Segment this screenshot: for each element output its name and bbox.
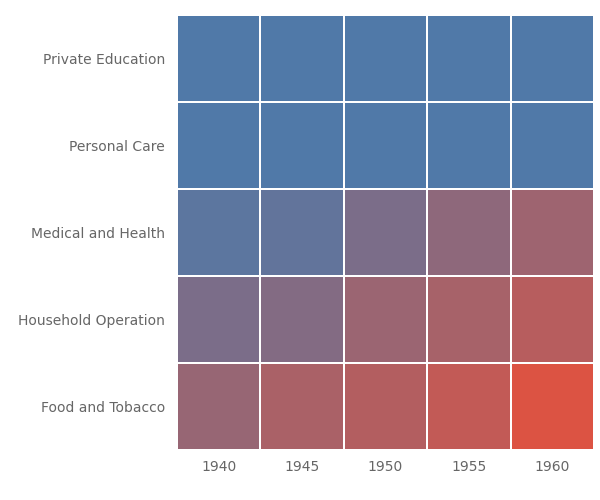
Bar (262, 103, 343, 188)
Bar (178, 364, 259, 449)
Bar (428, 190, 509, 275)
Bar (512, 103, 593, 188)
Bar (428, 364, 509, 449)
Bar (345, 16, 426, 101)
Bar (262, 364, 343, 449)
Bar (178, 277, 259, 362)
Bar (512, 190, 593, 275)
Bar (345, 364, 426, 449)
Bar (428, 277, 509, 362)
Bar (512, 364, 593, 449)
Bar (178, 190, 259, 275)
Bar (345, 190, 426, 275)
Bar (428, 16, 509, 101)
Bar (262, 277, 343, 362)
Bar (345, 277, 426, 362)
Bar (178, 16, 259, 101)
Bar (262, 190, 343, 275)
Bar (512, 16, 593, 101)
Bar (178, 103, 259, 188)
Bar (428, 103, 509, 188)
Bar (345, 103, 426, 188)
Bar (512, 277, 593, 362)
Bar (262, 16, 343, 101)
